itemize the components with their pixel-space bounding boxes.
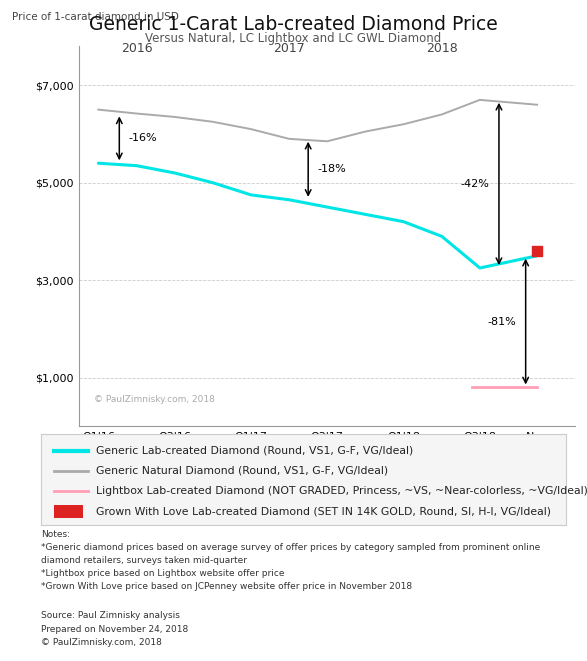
Text: -81%: -81%: [487, 317, 516, 327]
Text: Generic Lab-created Diamond (Round, VS1, G-F, VG/Ideal): Generic Lab-created Diamond (Round, VS1,…: [96, 446, 413, 455]
FancyBboxPatch shape: [54, 506, 83, 518]
Text: 2017: 2017: [273, 42, 305, 55]
Text: 2016: 2016: [121, 42, 152, 55]
Text: -16%: -16%: [129, 134, 157, 143]
Text: Source: Paul Zimnisky analysis
Prepared on November 24, 2018
© PaulZimnisky.com,: Source: Paul Zimnisky analysis Prepared …: [41, 611, 188, 647]
Text: Price of 1-carat diamond in USD: Price of 1-carat diamond in USD: [12, 11, 179, 22]
Text: -18%: -18%: [318, 165, 346, 175]
Text: © PaulZimnisky.com, 2018: © PaulZimnisky.com, 2018: [94, 395, 215, 403]
Text: Lightbox Lab-created Diamond (NOT GRADED, Princess, ~VS, ~Near-colorless, ~VG/Id: Lightbox Lab-created Diamond (NOT GRADED…: [96, 486, 587, 496]
Point: [532, 246, 542, 256]
Text: Generic 1-Carat Lab-created Diamond Price: Generic 1-Carat Lab-created Diamond Pric…: [89, 15, 498, 34]
Text: 2018: 2018: [426, 42, 458, 55]
Text: Generic Natural Diamond (Round, VS1, G-F, VG/Ideal): Generic Natural Diamond (Round, VS1, G-F…: [96, 466, 389, 476]
Text: Versus Natural, LC Lightbox and LC GWL Diamond: Versus Natural, LC Lightbox and LC GWL D…: [146, 32, 441, 45]
Text: Grown With Love Lab-created Diamond (SET IN 14K GOLD, Round, SI, H-I, VG/Ideal): Grown With Love Lab-created Diamond (SET…: [96, 507, 551, 517]
Text: -42%: -42%: [461, 179, 490, 189]
Text: Notes:
*Generic diamond prices based on average survey of offer prices by catego: Notes: *Generic diamond prices based on …: [41, 530, 541, 590]
